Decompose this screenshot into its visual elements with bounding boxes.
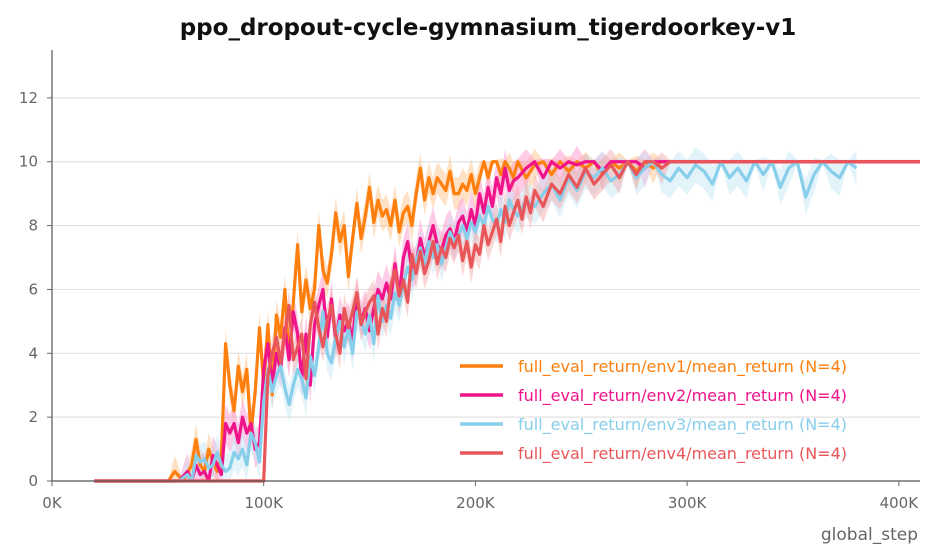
y-tick-label: 4 <box>28 344 38 362</box>
legend-label-1: full_eval_return/env1/mean_return (N=4) <box>518 357 847 377</box>
x-tick-label: 0K <box>42 494 63 512</box>
series-band-3 <box>94 147 857 481</box>
y-tick-label: 0 <box>28 472 38 490</box>
legend-label-4: full_eval_return/env4/mean_return (N=4) <box>518 444 847 464</box>
chart-title: ppo_dropout-cycle-gymnasium_tigerdoorkey… <box>180 15 797 41</box>
y-tick-label: 10 <box>19 153 38 171</box>
series-lines <box>94 160 920 483</box>
series-line-2 <box>94 160 920 483</box>
grid-lines <box>52 97 920 418</box>
legend-label-3: full_eval_return/env3/mean_return (N=4) <box>518 415 847 435</box>
series-band-1 <box>94 149 921 481</box>
y-tick-label: 12 <box>19 89 38 107</box>
series-line-4 <box>94 160 920 483</box>
x-axis-ticks: 0K 100K 200K 300K 400K <box>42 481 919 512</box>
y-tick-label: 8 <box>28 217 38 235</box>
series-line-1 <box>94 160 920 483</box>
y-axis-ticks: 0 2 4 6 8 10 12 <box>19 89 52 490</box>
y-tick-label: 2 <box>28 408 38 426</box>
x-tick-label: 200K <box>456 494 496 512</box>
legend-label-2: full_eval_return/env2/mean_return (N=4) <box>518 386 847 406</box>
x-tick-label: 100K <box>244 494 284 512</box>
legend: full_eval_return/env1/mean_return (N=4) f… <box>460 357 847 464</box>
x-axis-label: global_step <box>821 525 918 545</box>
series-line-3 <box>94 160 858 483</box>
x-tick-label: 400K <box>880 494 920 512</box>
axes <box>51 50 920 482</box>
x-tick-label: 300K <box>668 494 708 512</box>
y-tick-label: 6 <box>28 280 38 298</box>
